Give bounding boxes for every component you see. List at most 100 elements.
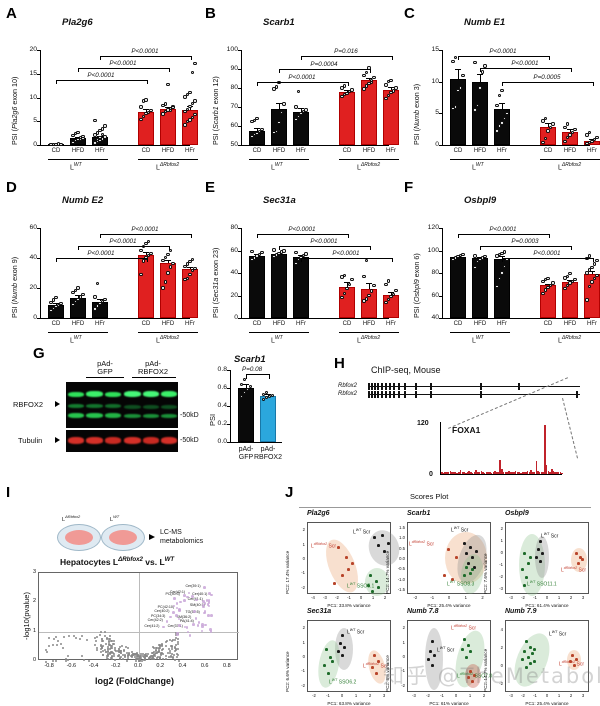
pca-point-wt-scr xyxy=(337,650,340,653)
data-point xyxy=(350,278,353,281)
x-axis xyxy=(442,145,590,146)
data-point xyxy=(573,278,576,281)
volcano-point xyxy=(122,658,124,660)
y-label-gene: Osbpl9 xyxy=(412,279,421,302)
pca-y-tick: 1 xyxy=(294,542,305,547)
volcano-title: Hepatocytes LΔRbfox2 vs. LWT xyxy=(60,556,174,567)
y-tick-mark xyxy=(37,74,40,75)
y-tick-mark xyxy=(238,145,241,146)
data-point xyxy=(188,91,191,94)
panel-g-chart-title: Scarb1 xyxy=(234,354,266,365)
pca-point-sso xyxy=(467,644,470,647)
data-point xyxy=(461,74,464,77)
group-underline-wt xyxy=(48,159,108,160)
exon-block xyxy=(404,383,406,390)
volcano-point-significant xyxy=(178,624,181,627)
pca-y-tick: 0.5 xyxy=(394,546,405,551)
data-point xyxy=(503,250,506,253)
y-tick-label: 0.8 xyxy=(206,366,227,373)
data-point xyxy=(186,277,189,280)
scheme-lcms-label-1: LC-MS xyxy=(160,529,182,536)
volcano-point-significant xyxy=(176,634,179,637)
p-value-label: P<0.0001 xyxy=(83,250,119,257)
volcano-point xyxy=(95,640,97,642)
pca-point-wt-scr xyxy=(469,546,472,549)
data-point xyxy=(389,79,392,82)
y-tick-mark xyxy=(37,258,40,259)
data-point xyxy=(505,112,508,115)
p-value-label: P=0.0003 xyxy=(507,238,543,245)
exon-block xyxy=(430,383,432,390)
volcano-point-significant xyxy=(208,592,211,595)
exon-block xyxy=(404,391,406,398)
group-underline-wt xyxy=(450,332,510,333)
pca-point-ko-scr xyxy=(443,574,446,577)
significance-bracket xyxy=(78,68,170,72)
pca-x-tick: 2 xyxy=(478,595,488,600)
volcano-point xyxy=(176,656,178,658)
volcano-hline xyxy=(39,632,239,633)
data-point xyxy=(568,272,571,275)
volcano-point xyxy=(79,638,81,640)
volcano-point xyxy=(176,653,178,655)
pca-point-wt-scr xyxy=(541,552,544,555)
x-tick-label: CD xyxy=(246,148,268,154)
x-tick-label: CD xyxy=(336,321,358,327)
pca-group-rest: Scr xyxy=(327,544,336,550)
volcano-x-tick: -0.8 xyxy=(42,663,56,669)
volcano-point-significant xyxy=(204,610,207,613)
data-point xyxy=(103,124,106,127)
exon-block xyxy=(371,391,373,398)
chip-title: ChIP-seq, Mouse xyxy=(371,365,441,375)
blot-arrow-tubulin-icon xyxy=(55,437,60,443)
exon-block xyxy=(368,383,370,390)
blot-group-underline-2 xyxy=(132,377,176,378)
x-tick-label: HFr xyxy=(89,148,111,154)
pca-y-tick: -1.0 xyxy=(394,577,405,582)
x-tick-label: HFr xyxy=(89,321,111,327)
volcano-point-significant xyxy=(178,608,181,611)
significance-bracket xyxy=(480,68,572,72)
significance-bracket xyxy=(100,56,192,60)
pca-x-tick: 0 xyxy=(337,693,347,698)
y-tick-mark xyxy=(238,126,241,127)
pca-y-tick: 1 xyxy=(294,640,305,645)
pca-point-wt-scr xyxy=(463,542,466,545)
data-point xyxy=(473,61,476,64)
pca-group-label-1: LdRbfox2 Scr xyxy=(561,566,586,574)
volcano-point-significant xyxy=(210,614,213,617)
y-label-pre: PSI ( xyxy=(211,302,220,318)
pca-group-rest: Scr xyxy=(459,528,468,534)
y-tick-mark xyxy=(227,424,230,425)
volcano-point xyxy=(102,640,104,642)
y-axis xyxy=(40,50,41,145)
y-tick-label: 60 xyxy=(14,224,37,231)
y-label-post: exon 10) xyxy=(10,77,19,107)
pca-group-label-0: LWT Scr xyxy=(451,526,468,534)
pca-group-rest: Scr xyxy=(557,632,566,638)
p-value-label: P<0.0001 xyxy=(507,60,543,67)
volcano-point xyxy=(86,639,88,641)
x-axis xyxy=(241,145,389,146)
pca-point-wt-scr xyxy=(377,544,380,547)
pca-group-label-1: LdRbfox2 Scr xyxy=(311,542,336,550)
data-point xyxy=(384,83,387,86)
data-point xyxy=(454,105,457,108)
pca-point-wt-scr xyxy=(343,646,346,649)
volcano-point xyxy=(177,648,179,650)
data-point xyxy=(171,262,174,265)
y-label-post: exon 9) xyxy=(10,257,19,283)
data-point xyxy=(282,102,285,105)
scheme-lcms-label-2: metabolomics xyxy=(160,538,203,545)
x-tick-label: HFr xyxy=(290,321,312,327)
x-tick-label: HFr xyxy=(290,148,312,154)
exon-block xyxy=(398,383,400,390)
significance-bracket xyxy=(301,258,393,262)
pca-x-tick: 2 xyxy=(365,693,375,698)
data-point xyxy=(103,298,106,301)
blot-row-label-rbfox2: RBFOX2 xyxy=(13,400,43,409)
p-value-label: P<0.0001 xyxy=(127,48,163,55)
volcano-point xyxy=(63,636,65,638)
